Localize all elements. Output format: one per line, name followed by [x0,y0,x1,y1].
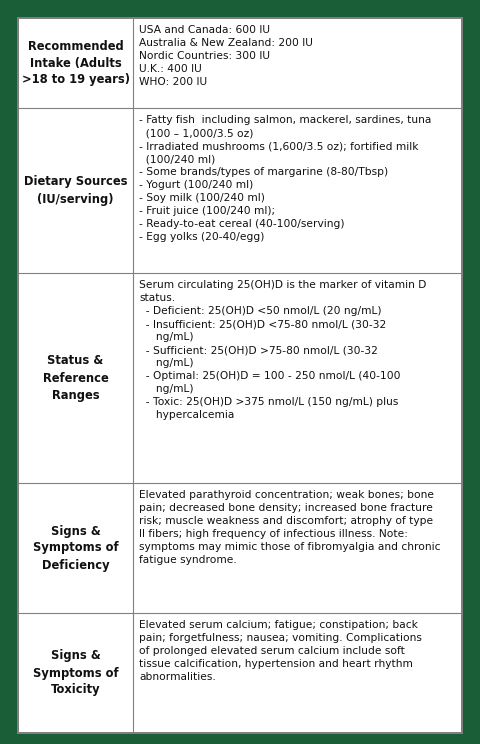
Text: Serum circulating 25(OH)D is the marker of vitamin D
status.
  - Deficient: 25(O: Serum circulating 25(OH)D is the marker … [139,280,426,420]
Text: Signs &
Symptoms of
Deficiency: Signs & Symptoms of Deficiency [33,525,118,571]
Text: Recommended
Intake (Adults
>18 to 19 years): Recommended Intake (Adults >18 to 19 yea… [22,39,130,86]
Text: Elevated serum calcium; fatigue; constipation; back
pain; forgetfulness; nausea;: Elevated serum calcium; fatigue; constip… [139,620,422,682]
Text: - Fatty fish  including salmon, mackerel, sardines, tuna
  (100 – 1,000/3.5 oz)
: - Fatty fish including salmon, mackerel,… [139,115,432,243]
Text: Signs &
Symptoms of
Toxicity: Signs & Symptoms of Toxicity [33,650,118,696]
Text: Elevated parathyroid concentration; weak bones; bone
pain; decreased bone densit: Elevated parathyroid concentration; weak… [139,490,441,565]
Text: USA and Canada: 600 IU
Australia & New Zealand: 200 IU
Nordic Countries: 300 IU
: USA and Canada: 600 IU Australia & New Z… [139,25,313,87]
Text: Dietary Sources
(IU/serving): Dietary Sources (IU/serving) [24,176,127,205]
Text: Status &
Reference
Ranges: Status & Reference Ranges [43,354,108,402]
